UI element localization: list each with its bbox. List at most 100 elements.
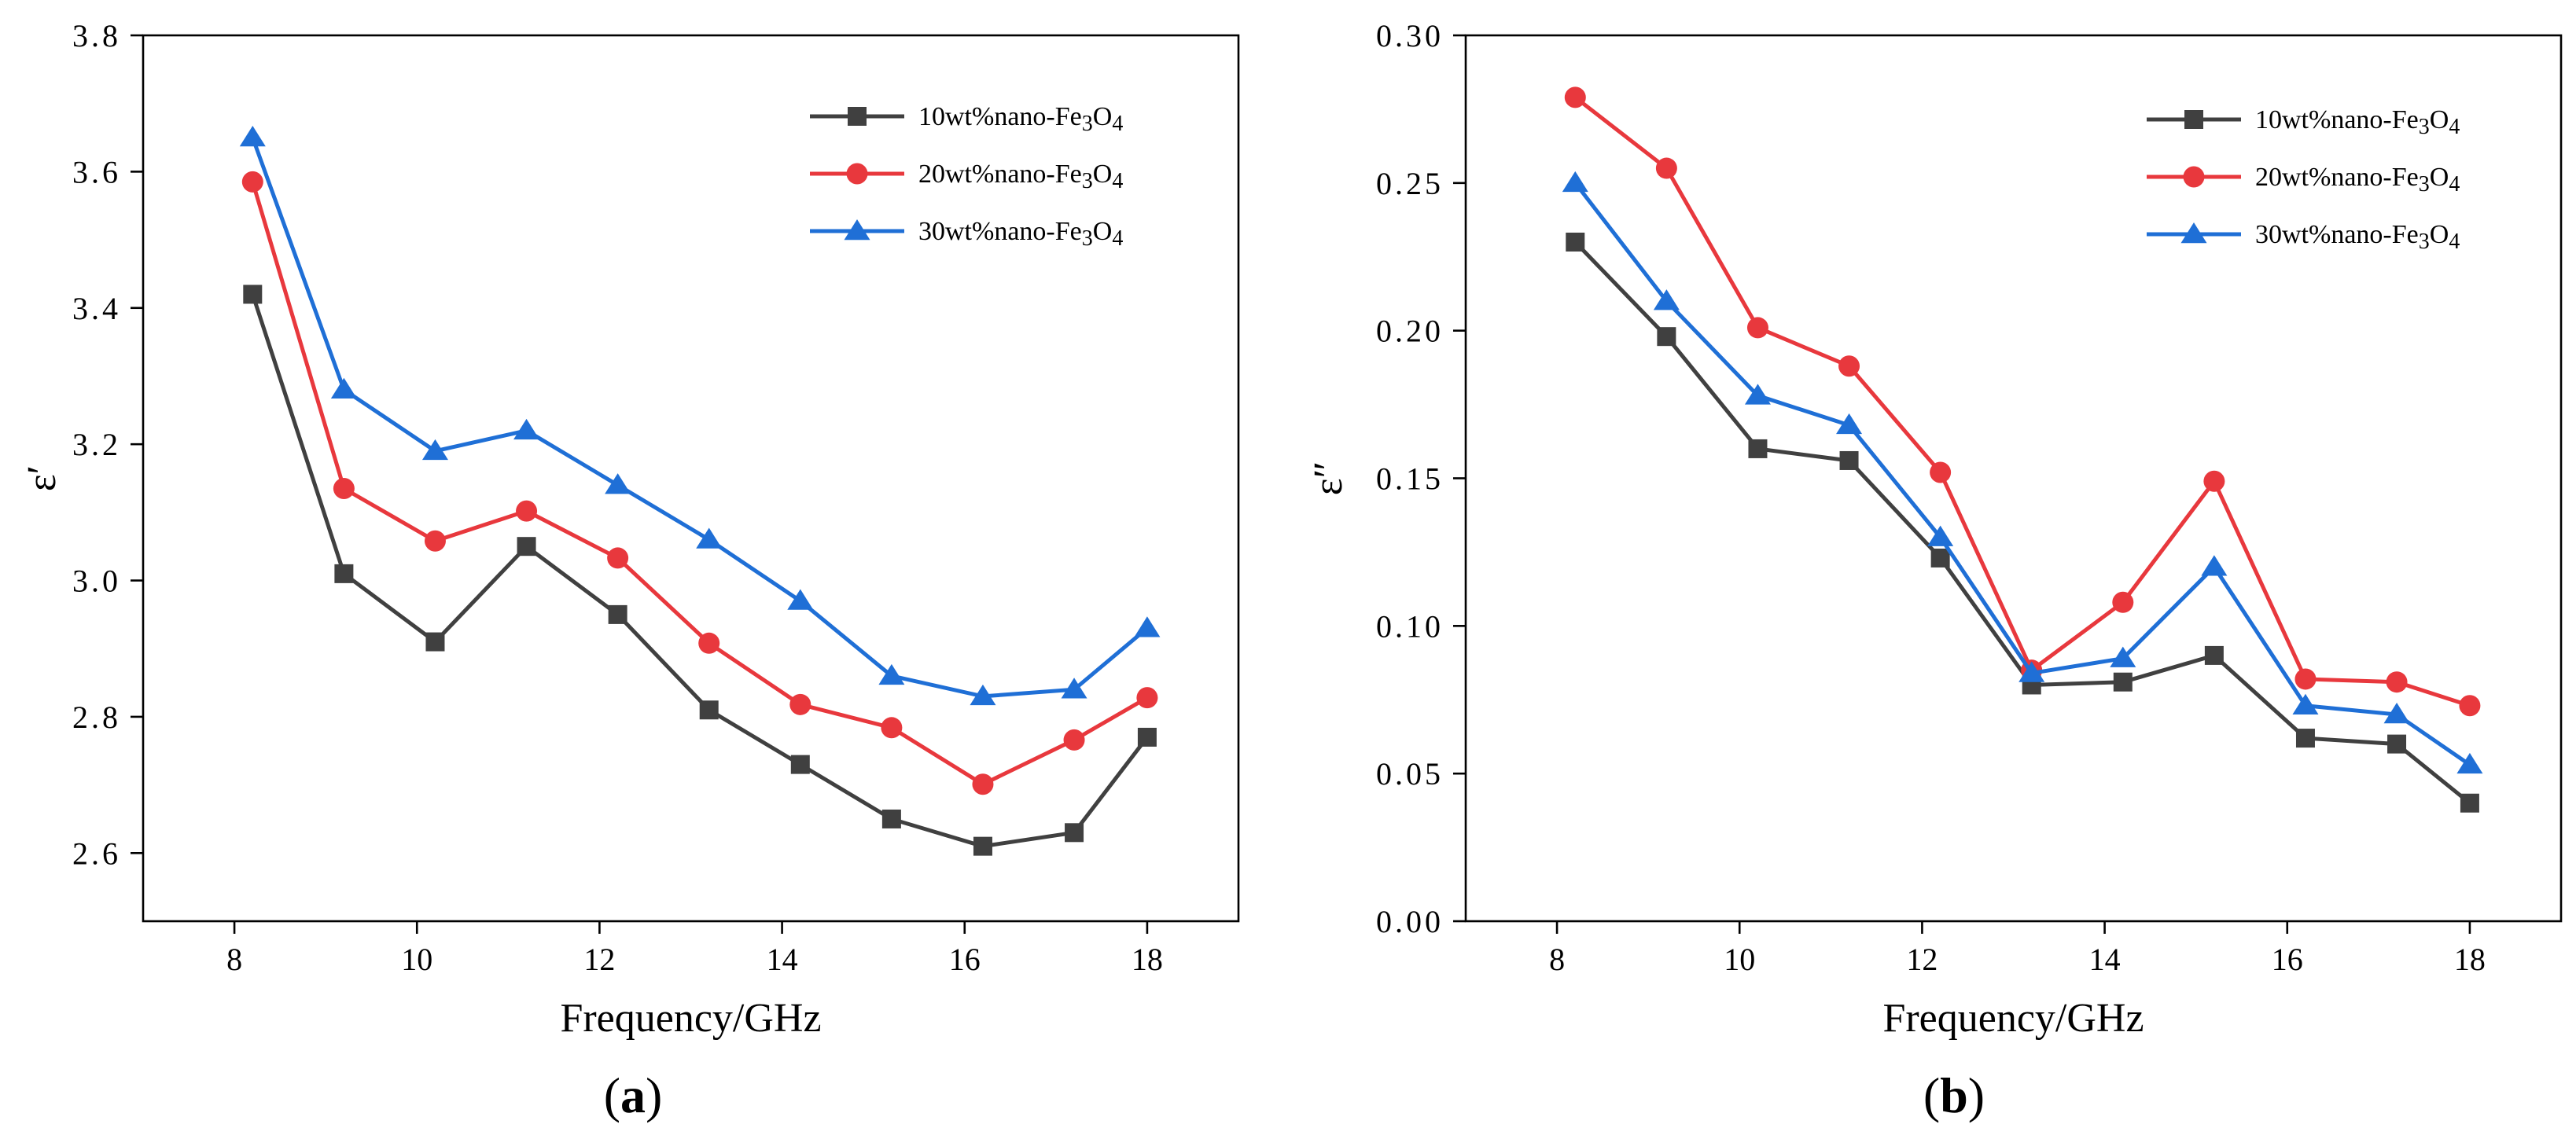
data-point [1136, 687, 1158, 709]
y-tick-label: 3.6 [72, 154, 121, 189]
data-point [239, 126, 266, 147]
data-point [2295, 729, 2315, 748]
legend-label: 30wt%nano-Fe3O4 [918, 217, 1123, 251]
data-point [1930, 461, 1952, 483]
data-point [333, 478, 355, 500]
y-tick-label: 0.00 [1376, 904, 1444, 939]
data-point [1927, 525, 1954, 546]
data-point [1655, 157, 1677, 179]
legend-entry: 10wt%nano-Fe3O4 [810, 102, 1123, 136]
data-point [2018, 661, 2045, 682]
legend-label: 30wt%nano-Fe3O4 [2255, 220, 2460, 254]
data-point [2383, 703, 2410, 724]
data-point [1836, 413, 1863, 435]
y-tick-label: 0.10 [1376, 608, 1444, 644]
legend-marker [848, 107, 867, 126]
x-tick-label: 8 [226, 942, 242, 977]
data-point [970, 684, 996, 706]
y-tick-label: 0.05 [1376, 756, 1444, 792]
plot-frame [142, 34, 1240, 923]
data-point [878, 663, 905, 685]
data-point [1134, 616, 1161, 637]
legend-entry: 20wt%nano-Fe3O4 [810, 160, 1123, 193]
x-tick-label: 8 [1549, 942, 1565, 977]
data-point [1566, 232, 1585, 252]
data-point [1562, 171, 1588, 193]
data-point [517, 537, 536, 556]
legend-entry: 30wt%nano-Fe3O4 [810, 217, 1123, 251]
y-tick-label: 2.8 [72, 700, 121, 735]
data-point [330, 377, 357, 399]
legend-entry: 30wt%nano-Fe3O4 [2147, 220, 2460, 254]
chart-panel-b: 8 10 12 14 16 18 0.00 0.05 0.10 0.15 0.20 0.25 0.30 F… [1306, 18, 2563, 1123]
x-tick-label: 10 [1724, 942, 1755, 977]
data-point [608, 604, 627, 624]
y-tick-label: 3.8 [72, 18, 121, 53]
data-point [1065, 823, 1084, 843]
data-point [881, 809, 901, 828]
data-point [2203, 470, 2225, 492]
x-axis-title: Frequency/GHz [1882, 996, 2144, 1041]
data-point [241, 171, 263, 193]
y-tick-label: 3.2 [72, 427, 121, 462]
data-point [2386, 671, 2408, 693]
data-point [787, 589, 814, 610]
data-point [334, 564, 354, 583]
legend-marker [2180, 222, 2207, 244]
data-point [973, 836, 992, 856]
series-3 [1562, 171, 2483, 774]
data-point [1137, 727, 1157, 747]
y-tick-label: 0.30 [1376, 18, 1444, 53]
panel-label: (a) [604, 1067, 663, 1123]
data-point [1061, 678, 1087, 699]
x-tick-label: 18 [1132, 942, 1163, 977]
legend: 10wt%nano-Fe3O4 20wt%nano-Fe3O4 30wt%nano-… [810, 102, 1123, 251]
legend-label: 20wt%nano-Fe3O4 [918, 160, 1123, 193]
legend-marker [844, 219, 870, 241]
x-tick-label: 14 [2089, 942, 2121, 977]
x-tick-label: 18 [2454, 942, 2486, 977]
data-point [607, 547, 629, 569]
y-axis-title: ε″ [1306, 461, 1351, 496]
data-point [2110, 646, 2136, 667]
y-tick-label: 0.20 [1376, 314, 1444, 349]
data-point [1748, 439, 1768, 458]
y-tick-label: 3.4 [72, 291, 121, 326]
data-point [972, 773, 994, 795]
legend: 10wt%nano-Fe3O4 20wt%nano-Fe3O4 30wt%nano-… [2147, 105, 2460, 254]
data-point [2201, 555, 2228, 576]
y-tick-label: 3.0 [72, 564, 121, 599]
data-point [243, 285, 263, 304]
chart-panel-a: 8 10 12 14 16 18 2.6 2.8 3.0 3.2 3.4 3.6 3.8 Frequenc… [20, 18, 1240, 1123]
data-point [425, 632, 445, 652]
series-2 [241, 171, 1158, 795]
y-tick-label: 0.15 [1376, 461, 1444, 497]
data-point [2460, 793, 2479, 813]
y-tick-label: 0.25 [1376, 166, 1444, 201]
x-tick-label: 14 [767, 942, 798, 977]
data-point [699, 700, 719, 720]
data-point [790, 755, 810, 774]
panel-label: (b) [1923, 1067, 1985, 1123]
data-point [1063, 729, 1085, 751]
data-point [2459, 695, 2481, 717]
legend-marker [846, 163, 868, 185]
series-1 [243, 285, 1157, 856]
data-point [424, 530, 446, 552]
legend-marker [2183, 166, 2205, 188]
data-point [1744, 384, 1771, 405]
data-point [789, 693, 811, 715]
x-tick-label: 10 [401, 942, 432, 977]
data-point [1653, 289, 1680, 310]
data-point [2292, 693, 2319, 715]
data-point [2387, 734, 2407, 754]
data-point [513, 418, 540, 440]
data-point [2204, 645, 2224, 665]
legend-label: 10wt%nano-Fe3O4 [918, 102, 1123, 136]
y-axis-title: ε′ [20, 465, 64, 491]
data-point [516, 500, 538, 522]
x-tick-label: 12 [1906, 942, 1938, 977]
data-point [698, 632, 720, 654]
series-line [1573, 241, 2471, 805]
